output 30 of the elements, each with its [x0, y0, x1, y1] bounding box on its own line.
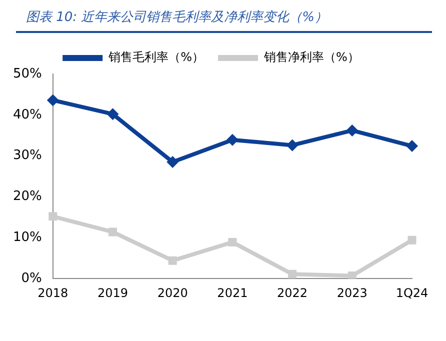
x-tick-label: 1Q24	[396, 286, 428, 300]
point	[226, 134, 238, 146]
point	[408, 236, 416, 244]
x-tick-label: 2022	[277, 286, 308, 300]
point	[348, 271, 356, 279]
y-tick-label: 20%	[12, 189, 42, 204]
point	[346, 124, 358, 136]
chart-title: 图表 10: 近年来公司销售毛利率及净利率变化（%）	[26, 9, 328, 26]
point	[228, 238, 237, 246]
x-tick-label: 2019	[97, 286, 128, 300]
point	[46, 94, 59, 106]
point	[288, 270, 297, 278]
x-tick-label: 2020	[157, 286, 188, 300]
legend-label: 销售毛利率（%）	[108, 50, 204, 64]
point	[406, 140, 418, 152]
point	[168, 256, 177, 265]
x-tick-label: 2018	[38, 286, 68, 300]
legend-label: 销售净利率（%）	[263, 50, 360, 64]
y-tick-label: 10%	[12, 230, 42, 246]
point	[48, 212, 58, 221]
x-tick-label: 2021	[217, 286, 248, 300]
point	[106, 108, 119, 120]
point	[166, 156, 179, 168]
point	[108, 228, 117, 236]
y-tick-label: 40%	[12, 107, 42, 122]
y-tick-label: 0%	[21, 270, 42, 286]
y-tick-label: 30%	[12, 148, 42, 164]
x-tick-label: 2023	[336, 286, 368, 300]
point	[286, 139, 298, 152]
y-tick-label: 50%	[12, 66, 42, 82]
